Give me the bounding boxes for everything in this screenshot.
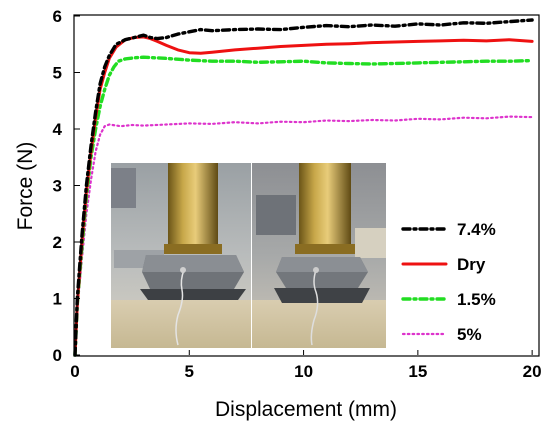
x-tick-label: 15: [408, 362, 427, 381]
x-tick-label: 0: [70, 362, 79, 381]
y-axis-label: Force (N): [14, 142, 37, 231]
y-tick-label: 1: [53, 290, 62, 309]
inset-photos: [111, 163, 386, 348]
x-tick-label: 20: [523, 362, 541, 381]
legend-label: 5%: [457, 325, 482, 344]
compression-rod-wet-sample-photo: [252, 163, 386, 348]
series-layer: [73, 18, 534, 357]
series-line-7-4: [73, 18, 534, 357]
legend-label: 7.4%: [457, 220, 496, 239]
y-tick-label: 0: [53, 346, 62, 365]
y-tick-label: 3: [53, 177, 62, 196]
compression-rod-dry-sample-photo: [111, 163, 251, 348]
series-line-1-5: [73, 55, 534, 357]
x-tick-label: 10: [294, 362, 313, 381]
legend: 7.4% Dry 1.5% 5%: [401, 220, 496, 344]
series-line-dry: [73, 35, 534, 357]
ticks-layer: 0 5 10 15 20 0 1 2 3 4 5 6: [53, 7, 541, 381]
legend-label: Dry: [457, 255, 486, 274]
legend-label: 1.5%: [457, 290, 496, 309]
y-tick-label: 5: [53, 64, 62, 83]
series-line-5: [73, 115, 534, 357]
x-tick-label: 5: [185, 362, 194, 381]
y-tick-label: 4: [53, 120, 63, 139]
y-tick-label: 6: [53, 7, 62, 26]
y-tick-label: 2: [53, 233, 62, 252]
x-axis-label: Displacement (mm): [215, 398, 397, 421]
